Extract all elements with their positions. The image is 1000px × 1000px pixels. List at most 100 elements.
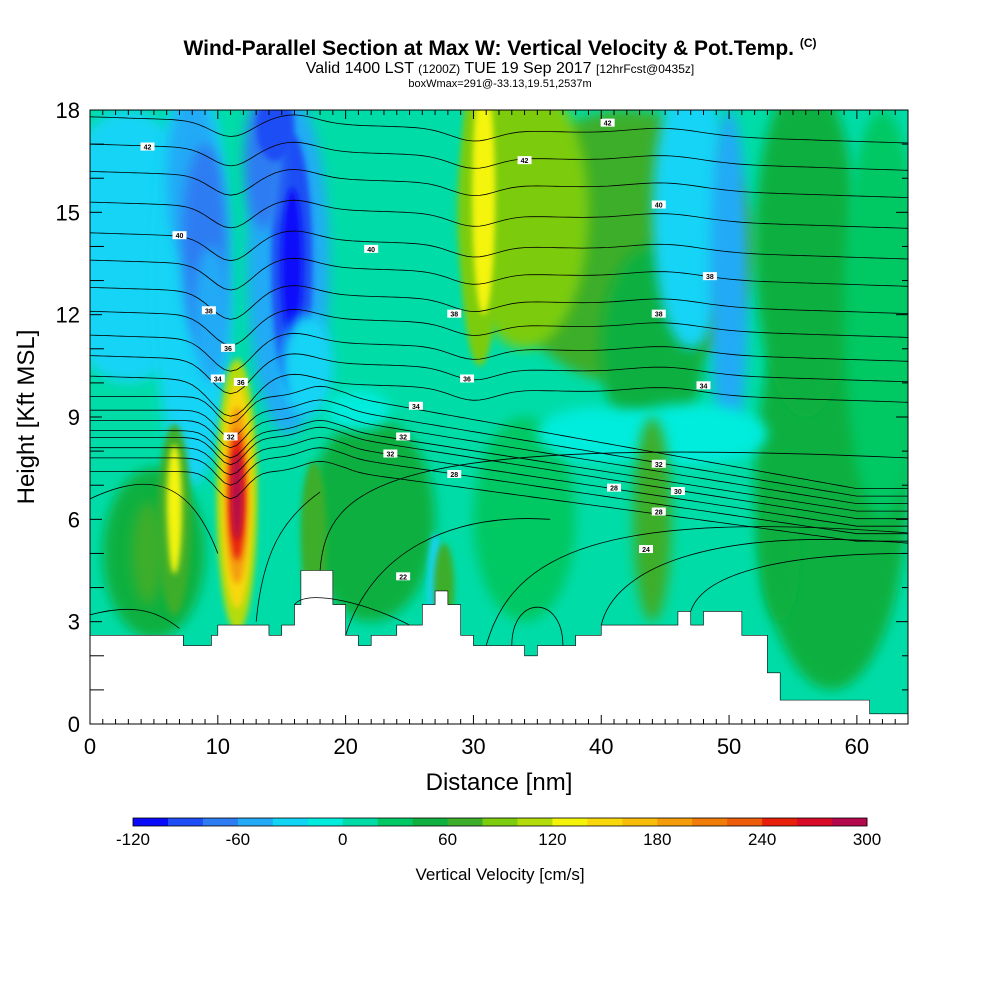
theta-contour — [690, 553, 908, 612]
velocity-blob — [307, 416, 436, 622]
colorbar-swatch — [622, 818, 658, 826]
contour-label-bg — [600, 118, 615, 127]
velocity-blob — [473, 416, 576, 622]
valid-time: Valid 1400 LST — [305, 60, 414, 77]
velocity-blob — [761, 485, 800, 622]
contour-label: 42 — [521, 158, 529, 165]
contour-label-bg — [651, 200, 666, 209]
velocity-blob — [326, 389, 391, 431]
colorbar-swatch — [832, 818, 868, 826]
x-tick-label: 60 — [845, 734, 869, 759]
velocity-blob — [281, 314, 333, 418]
contour-label-bg — [638, 545, 653, 554]
contour-label: 40 — [367, 247, 375, 254]
theta-contour — [90, 437, 908, 527]
theta-contour — [90, 332, 908, 372]
contour-label-bg — [364, 244, 379, 253]
colorbar-swatch — [482, 818, 518, 826]
theta-contour — [294, 597, 410, 626]
velocity-blob — [709, 110, 749, 452]
contour-label: 38 — [450, 312, 458, 319]
contour-label: 34 — [412, 404, 420, 411]
contour-label-bg — [172, 231, 187, 240]
y-tick-label: 18 — [56, 98, 80, 123]
contour-label: 32 — [386, 452, 394, 459]
contour-label-bg — [233, 377, 248, 386]
contour-label: 36 — [463, 376, 471, 383]
colorbar-swatch — [342, 818, 379, 826]
colorbar-swatch — [377, 818, 414, 826]
contour-label: 22 — [399, 574, 407, 581]
contour-label-bg — [460, 374, 475, 383]
theta-contour — [90, 419, 908, 512]
colorbar-swatch — [307, 818, 344, 826]
contour-label: 30 — [674, 489, 682, 496]
contour-label-bg — [223, 432, 238, 441]
contour-label: 24 — [642, 547, 650, 554]
colorbar-swatch — [517, 818, 553, 826]
x-axis-title: Distance [nm] — [426, 769, 573, 796]
theta-contour — [255, 491, 321, 622]
contour-label-bg — [210, 374, 225, 383]
theta-contour — [90, 447, 908, 535]
colorbar-tick-label: 180 — [643, 830, 671, 849]
theta-contour — [90, 257, 908, 291]
colorbar-swatch — [272, 818, 309, 826]
contour-label: 36 — [237, 380, 245, 387]
y-tick-label: 0 — [68, 712, 80, 737]
velocity-blob — [193, 246, 230, 383]
contour-label-bg — [140, 142, 155, 151]
chart-subtitle: Valid 1400 LST (1200Z) TUE 19 Sep 2017 [… — [0, 60, 1000, 78]
theta-contour — [90, 230, 908, 262]
colorbar-tick-label: 120 — [538, 830, 566, 849]
x-tick-label: 50 — [717, 734, 741, 759]
colorbar-title: Vertical Velocity [cm/s] — [415, 865, 584, 884]
contour-label: 34 — [700, 383, 708, 390]
contour-label: 28 — [610, 486, 618, 493]
contour-label: 38 — [205, 308, 213, 315]
theta-contour — [319, 451, 908, 571]
contour-label: 40 — [655, 203, 663, 210]
y-tick-label: 3 — [68, 610, 80, 635]
contour-label: 38 — [706, 274, 714, 281]
theta-contour — [90, 199, 908, 229]
contour-label-bg — [607, 483, 622, 492]
contour-label: 42 — [604, 121, 612, 128]
colorbar-tick-label: 0 — [338, 830, 347, 849]
colorbar-swatch — [552, 818, 588, 826]
theta-contour — [90, 460, 908, 542]
theta-contour — [90, 141, 908, 171]
velocity-blob — [132, 502, 163, 605]
theta-contour — [90, 385, 908, 489]
velocity-blob — [256, 110, 295, 162]
contour-label-bg — [517, 156, 532, 165]
colorbar-swatch — [447, 818, 484, 826]
contour-label: 34 — [214, 376, 222, 383]
contour-label-bg — [408, 401, 423, 410]
contour-label-bg — [651, 507, 666, 516]
terrain-mask — [89, 570, 909, 725]
theta-contour — [90, 426, 908, 520]
colorbar-swatch — [237, 818, 274, 826]
valid-utc: (1200Z) — [418, 62, 461, 76]
contour-label: 42 — [144, 145, 152, 152]
colorbar-swatch — [133, 818, 169, 826]
x-tick-label: 10 — [206, 734, 230, 759]
y-tick-label: 6 — [68, 507, 80, 532]
contour-label-bg — [383, 449, 398, 458]
theta-contours: 42 42 42 40 40 40 38 38 38 38 36 34 34 36 36 34 32 32 32 32… — [90, 114, 908, 646]
colorbar-tick-label: 300 — [853, 830, 881, 849]
velocity-blob — [231, 451, 243, 540]
x-tick-label: 30 — [461, 734, 485, 759]
theta-contour — [90, 373, 908, 417]
velocity-field — [90, 110, 908, 724]
chart-title-text: Wind-Parallel Section at Max W: Vertical… — [183, 37, 794, 60]
contour-label-bg — [447, 309, 462, 318]
colorbar-tick-label: 60 — [438, 830, 457, 849]
box-info: boxWmax=291@-33.13,19.51,2537m — [408, 78, 592, 90]
terrain-layer — [89, 570, 909, 725]
contour-label: 40 — [176, 233, 184, 240]
x-tick-label: 40 — [589, 734, 613, 759]
